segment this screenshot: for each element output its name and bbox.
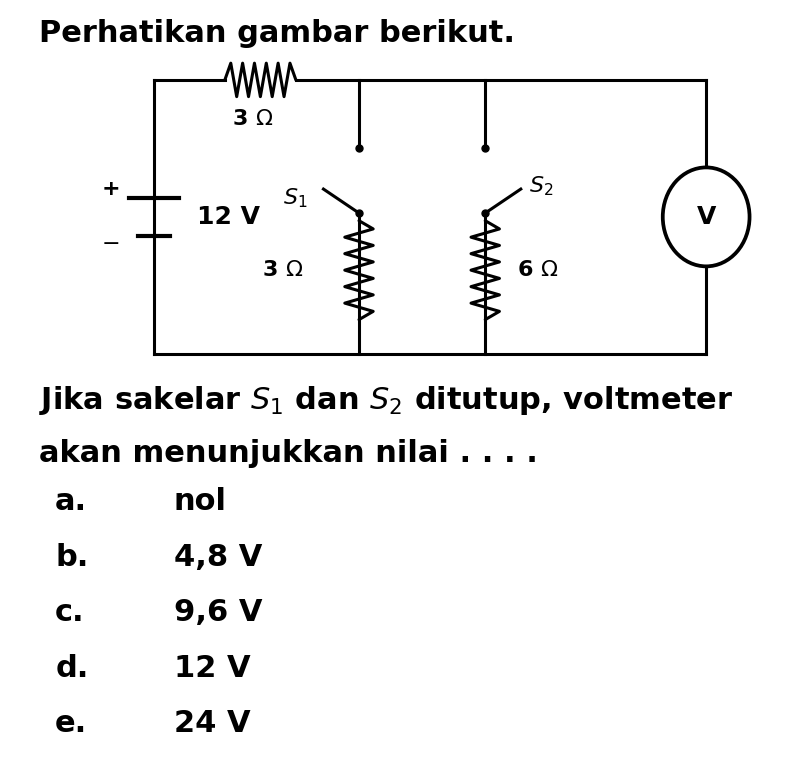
Text: −: −: [101, 234, 120, 253]
Text: Jika sakelar $S_1$ dan $S_2$ ditutup, voltmeter: Jika sakelar $S_1$ dan $S_2$ ditutup, vo…: [39, 384, 734, 417]
Text: V: V: [697, 205, 716, 229]
Text: a.: a.: [55, 487, 88, 516]
Text: +: +: [101, 179, 120, 199]
Text: 3 $\Omega$: 3 $\Omega$: [263, 260, 304, 280]
Text: 12 V: 12 V: [197, 205, 260, 229]
Text: 3 $\Omega$: 3 $\Omega$: [232, 109, 273, 129]
Text: $S_2$: $S_2$: [529, 174, 553, 199]
Text: 4,8 V: 4,8 V: [174, 543, 262, 572]
Text: c.: c.: [55, 598, 85, 627]
Text: Perhatikan gambar berikut.: Perhatikan gambar berikut.: [39, 19, 515, 48]
Text: b.: b.: [55, 543, 88, 572]
Text: e.: e.: [55, 709, 88, 738]
Text: d.: d.: [55, 654, 88, 683]
Text: akan menunjukkan nilai . . . .: akan menunjukkan nilai . . . .: [39, 439, 538, 468]
Text: 12 V: 12 V: [174, 654, 250, 683]
Text: 24 V: 24 V: [174, 709, 250, 738]
Text: 6 $\Omega$: 6 $\Omega$: [517, 260, 558, 280]
Text: $S_1$: $S_1$: [283, 186, 308, 210]
Text: 9,6 V: 9,6 V: [174, 598, 262, 627]
Ellipse shape: [663, 167, 750, 266]
Text: nol: nol: [174, 487, 226, 516]
